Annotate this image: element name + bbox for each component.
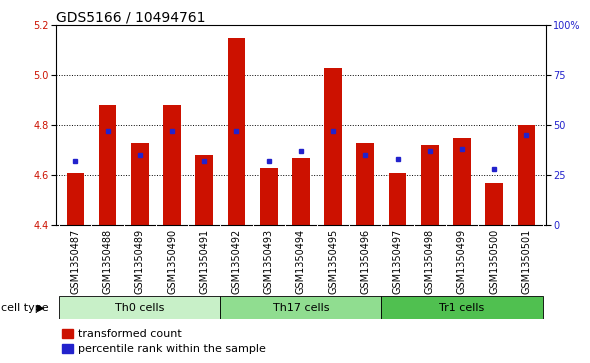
Bar	[228, 38, 245, 225]
Text: GSM1350497: GSM1350497	[392, 229, 402, 294]
Bar	[356, 143, 374, 225]
Text: GSM1350500: GSM1350500	[489, 229, 499, 294]
Bar	[517, 125, 535, 225]
Text: GSM1350495: GSM1350495	[328, 229, 338, 294]
Text: GSM1350496: GSM1350496	[360, 229, 371, 294]
FancyBboxPatch shape	[382, 296, 543, 319]
Bar	[389, 173, 407, 225]
Bar	[67, 173, 84, 225]
Text: GSM1350488: GSM1350488	[103, 229, 113, 294]
Legend: transformed count, percentile rank within the sample: transformed count, percentile rank withi…	[61, 329, 266, 354]
Bar	[99, 105, 116, 225]
Bar	[292, 158, 310, 225]
Text: GSM1350487: GSM1350487	[70, 229, 80, 294]
Bar	[453, 138, 471, 225]
FancyBboxPatch shape	[220, 296, 382, 319]
Text: cell type: cell type	[1, 303, 49, 313]
FancyBboxPatch shape	[59, 296, 220, 319]
Text: GDS5166 / 10494761: GDS5166 / 10494761	[56, 10, 205, 24]
Text: ▶: ▶	[37, 303, 44, 313]
Bar	[324, 68, 342, 225]
Bar	[163, 105, 181, 225]
Bar	[260, 168, 277, 225]
Text: GSM1350491: GSM1350491	[199, 229, 209, 294]
Text: Th17 cells: Th17 cells	[273, 303, 329, 313]
Text: GSM1350493: GSM1350493	[264, 229, 274, 294]
Text: GSM1350501: GSM1350501	[522, 229, 532, 294]
Bar	[421, 145, 438, 225]
Bar	[131, 143, 149, 225]
Text: GSM1350490: GSM1350490	[167, 229, 177, 294]
Text: GSM1350489: GSM1350489	[135, 229, 145, 294]
Text: GSM1350492: GSM1350492	[231, 229, 241, 294]
Bar	[195, 155, 213, 225]
Text: Tr1 cells: Tr1 cells	[440, 303, 484, 313]
Bar	[486, 183, 503, 225]
Text: Th0 cells: Th0 cells	[115, 303, 165, 313]
Text: GSM1350499: GSM1350499	[457, 229, 467, 294]
Text: GSM1350494: GSM1350494	[296, 229, 306, 294]
Text: GSM1350498: GSM1350498	[425, 229, 435, 294]
